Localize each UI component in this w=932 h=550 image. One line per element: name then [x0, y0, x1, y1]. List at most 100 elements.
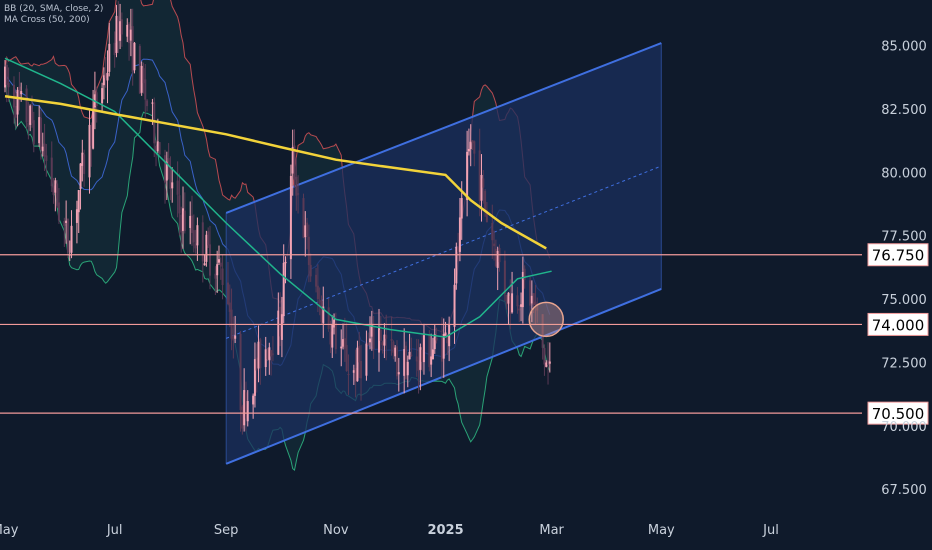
- candle-body: [194, 243, 197, 249]
- level-label[interactable]: 74.000: [872, 316, 925, 334]
- candle-body: [234, 335, 237, 339]
- candle-body: [14, 105, 17, 118]
- candle-body: [165, 161, 168, 181]
- candle-body: [266, 349, 269, 360]
- candle-body: [379, 329, 382, 341]
- ma-cross-indicator-label[interactable]: MA Cross (50, 200): [4, 15, 90, 25]
- candle-body: [291, 146, 294, 174]
- channel-fill: [226, 43, 662, 464]
- candle-body: [88, 124, 91, 178]
- candle-body: [117, 16, 120, 42]
- candle-body: [191, 215, 194, 233]
- candle-body: [530, 295, 533, 304]
- candle-body: [422, 335, 425, 363]
- candle-body: [95, 92, 98, 106]
- candle-body: [41, 146, 44, 152]
- candle-body: [104, 73, 107, 79]
- candle-body: [259, 339, 262, 369]
- level-label[interactable]: 76.750: [872, 247, 925, 265]
- candle-body: [381, 342, 384, 346]
- bb-indicator-label[interactable]: BB (20, SMA, close, 2): [4, 4, 104, 14]
- candle-body: [496, 250, 499, 268]
- candle-body: [536, 305, 539, 311]
- candle-body: [18, 86, 21, 98]
- candle-body: [385, 335, 388, 339]
- candle-body: [316, 285, 319, 300]
- level-label-box[interactable]: [867, 401, 929, 425]
- candle-body: [239, 333, 242, 410]
- candle-body: [102, 75, 105, 86]
- candle-body: [115, 15, 118, 53]
- time-tick-label: May: [648, 523, 675, 538]
- candle-body: [307, 236, 310, 266]
- candle-body: [541, 314, 544, 348]
- candle-body: [81, 152, 84, 166]
- candle-body: [189, 215, 192, 228]
- candle-body: [369, 338, 372, 343]
- level-label-box[interactable]: [867, 312, 929, 336]
- candle-body: [216, 264, 219, 276]
- candle-body: [126, 24, 129, 37]
- price-tick-label: 75.000: [881, 293, 927, 308]
- candle-body: [315, 274, 318, 287]
- candle-body: [264, 349, 267, 368]
- candle-body: [394, 347, 397, 357]
- candle-body: [333, 319, 336, 328]
- candle-body: [342, 339, 345, 347]
- candle-body: [27, 123, 30, 127]
- candle-body: [217, 259, 220, 263]
- candle-body: [201, 222, 204, 262]
- price-axis[interactable]: 67.500 70.000 72.500 75.000 77.500 80.000 82.5…: [881, 40, 927, 499]
- candle-body: [507, 292, 510, 304]
- highlight-marker[interactable]: [528, 301, 564, 338]
- highlight-circle[interactable]: [528, 301, 564, 338]
- candle-body: [142, 68, 145, 84]
- candle-body: [358, 345, 361, 363]
- candle-body: [494, 248, 497, 267]
- moving-averages: [4, 57, 552, 338]
- candle-body: [466, 151, 469, 201]
- price-tick-label: 85.000: [881, 40, 927, 55]
- candle-body: [503, 260, 506, 295]
- candle-body: [50, 157, 53, 187]
- candle-body: [90, 124, 93, 146]
- candle-body: [482, 178, 485, 188]
- regression-channel[interactable]: [225, 42, 662, 465]
- candle-body: [208, 244, 211, 276]
- candle-body: [146, 100, 149, 107]
- channel-mid-line: [225, 165, 662, 339]
- level-label-box[interactable]: [867, 243, 929, 267]
- candle-body: [56, 183, 59, 207]
- price-tick-label: 72.500: [881, 356, 927, 371]
- channel-upper-line[interactable]: [225, 42, 662, 214]
- candle-body: [367, 342, 370, 346]
- candle-body: [77, 190, 80, 213]
- candle-body: [164, 155, 167, 183]
- candle-body: [365, 343, 368, 376]
- candle-body: [545, 362, 548, 367]
- candle-body: [306, 222, 309, 237]
- candle-body: [417, 360, 420, 371]
- candle-body: [196, 225, 199, 246]
- candle-body: [205, 234, 208, 262]
- horizontal-levels[interactable]: 76.750 74.000 70.500: [0, 243, 929, 425]
- candle-body: [334, 322, 337, 350]
- candle-body: [268, 347, 271, 361]
- candle-body: [207, 231, 210, 246]
- time-axis[interactable]: May Jul Sep Nov 2025 Mar May Jul: [0, 523, 779, 538]
- candle-body: [156, 141, 159, 152]
- candle-body: [30, 105, 33, 124]
- candle-body: [410, 354, 413, 356]
- candle-body: [309, 264, 312, 277]
- candle-body: [435, 337, 438, 341]
- candle-body: [38, 117, 41, 144]
- candle-body: [327, 307, 330, 329]
- candle-body: [133, 42, 136, 71]
- candle-body: [4, 66, 6, 88]
- time-tick-label: Nov: [323, 523, 349, 538]
- candle-body: [252, 395, 255, 405]
- candle-body: [491, 222, 494, 241]
- candle-body: [214, 273, 217, 279]
- level-label[interactable]: 70.500: [872, 405, 925, 423]
